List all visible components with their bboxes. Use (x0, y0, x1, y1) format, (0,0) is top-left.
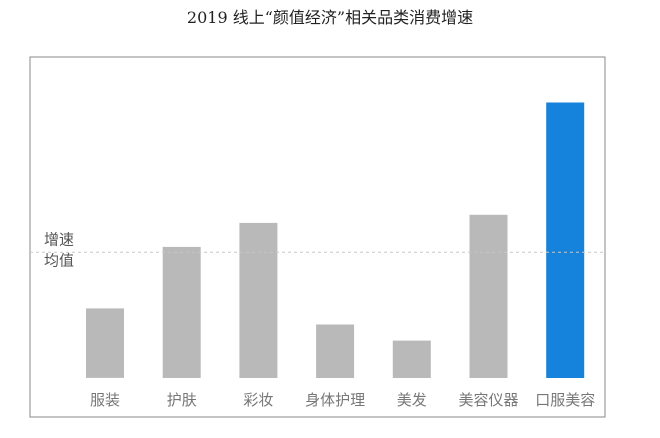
bar-0 (86, 308, 124, 378)
bar-2 (239, 222, 278, 378)
bar-3 (316, 324, 355, 378)
bars-group (86, 102, 585, 378)
category-labels-group: 服装 护肤 彩妆 身体护理 美发 美容仪器 口服美容 (90, 391, 595, 409)
bar-4 (392, 340, 431, 378)
bar-1 (162, 246, 201, 378)
bar-6 (546, 102, 585, 378)
x-tick-label-0: 服装 (90, 391, 120, 409)
x-tick-label-3: 身体护理 (305, 391, 365, 409)
x-tick-label-4: 美发 (397, 391, 427, 409)
average-label-line2: 均值 (44, 251, 74, 269)
bar-5 (469, 214, 508, 378)
x-tick-label-2: 彩妆 (243, 391, 273, 409)
chart-title: 2019 线上“颜值经济”相关品类消费增速 (186, 8, 474, 27)
x-tick-label-5: 美容仪器 (458, 391, 518, 409)
x-tick-label-1: 护肤 (167, 391, 197, 409)
x-tick-label-6: 口服美容 (535, 391, 595, 409)
average-label-line1: 增速 (44, 230, 74, 248)
